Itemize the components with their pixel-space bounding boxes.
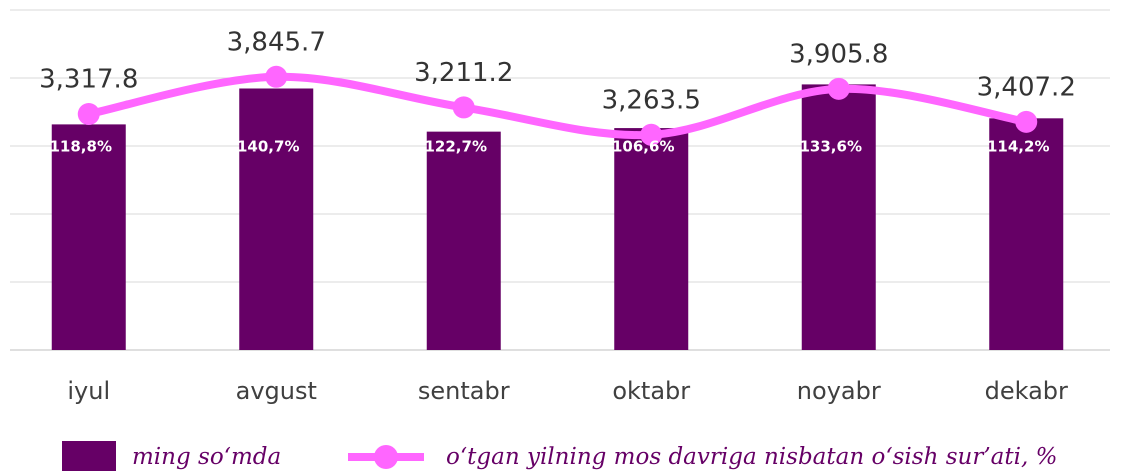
line-marker [77,103,100,126]
bar-value-label: 3,211.2 [414,58,513,88]
bar-value-label: 3,407.2 [977,72,1076,102]
line-value-label: 118,8% [50,138,112,156]
line-marker [452,96,475,119]
x-tick-label: iyul [67,377,110,405]
bar-value-label: 3,905.8 [789,39,888,69]
bar [239,88,314,350]
line-value-label: 122,7% [425,138,487,156]
bar [614,128,689,350]
bar-value-label: 3,263.5 [602,85,701,115]
bar-value-label: 3,845.7 [227,27,326,57]
x-tick-label: noyabr [797,377,881,405]
x-tick-label: dekabr [985,377,1068,405]
line-marker [640,123,663,146]
line [87,72,1027,140]
bar-value-label: 3,317.8 [39,65,138,95]
bar [426,131,501,350]
legend-label: o‘tgan yilning mos davriga nisbatan o‘si… [446,444,1057,470]
bar [51,124,126,350]
bar [989,118,1064,351]
line-marker [1015,110,1038,133]
legend-swatch [62,441,116,471]
legend-marker [374,445,398,469]
x-tick-label: sentabr [418,377,510,405]
line-marker [827,77,850,100]
legend-label: ming so‘mda [132,444,281,470]
x-tick-label: oktabr [612,377,690,405]
line-value-label: 114,2% [987,138,1049,156]
line-value-label: 133,6% [800,138,862,156]
bar [801,84,876,350]
line-value-label: 140,7% [237,138,299,156]
x-tick-label: avgust [236,377,317,405]
line-value-label: 106,6% [612,138,674,156]
line-marker [265,65,288,88]
